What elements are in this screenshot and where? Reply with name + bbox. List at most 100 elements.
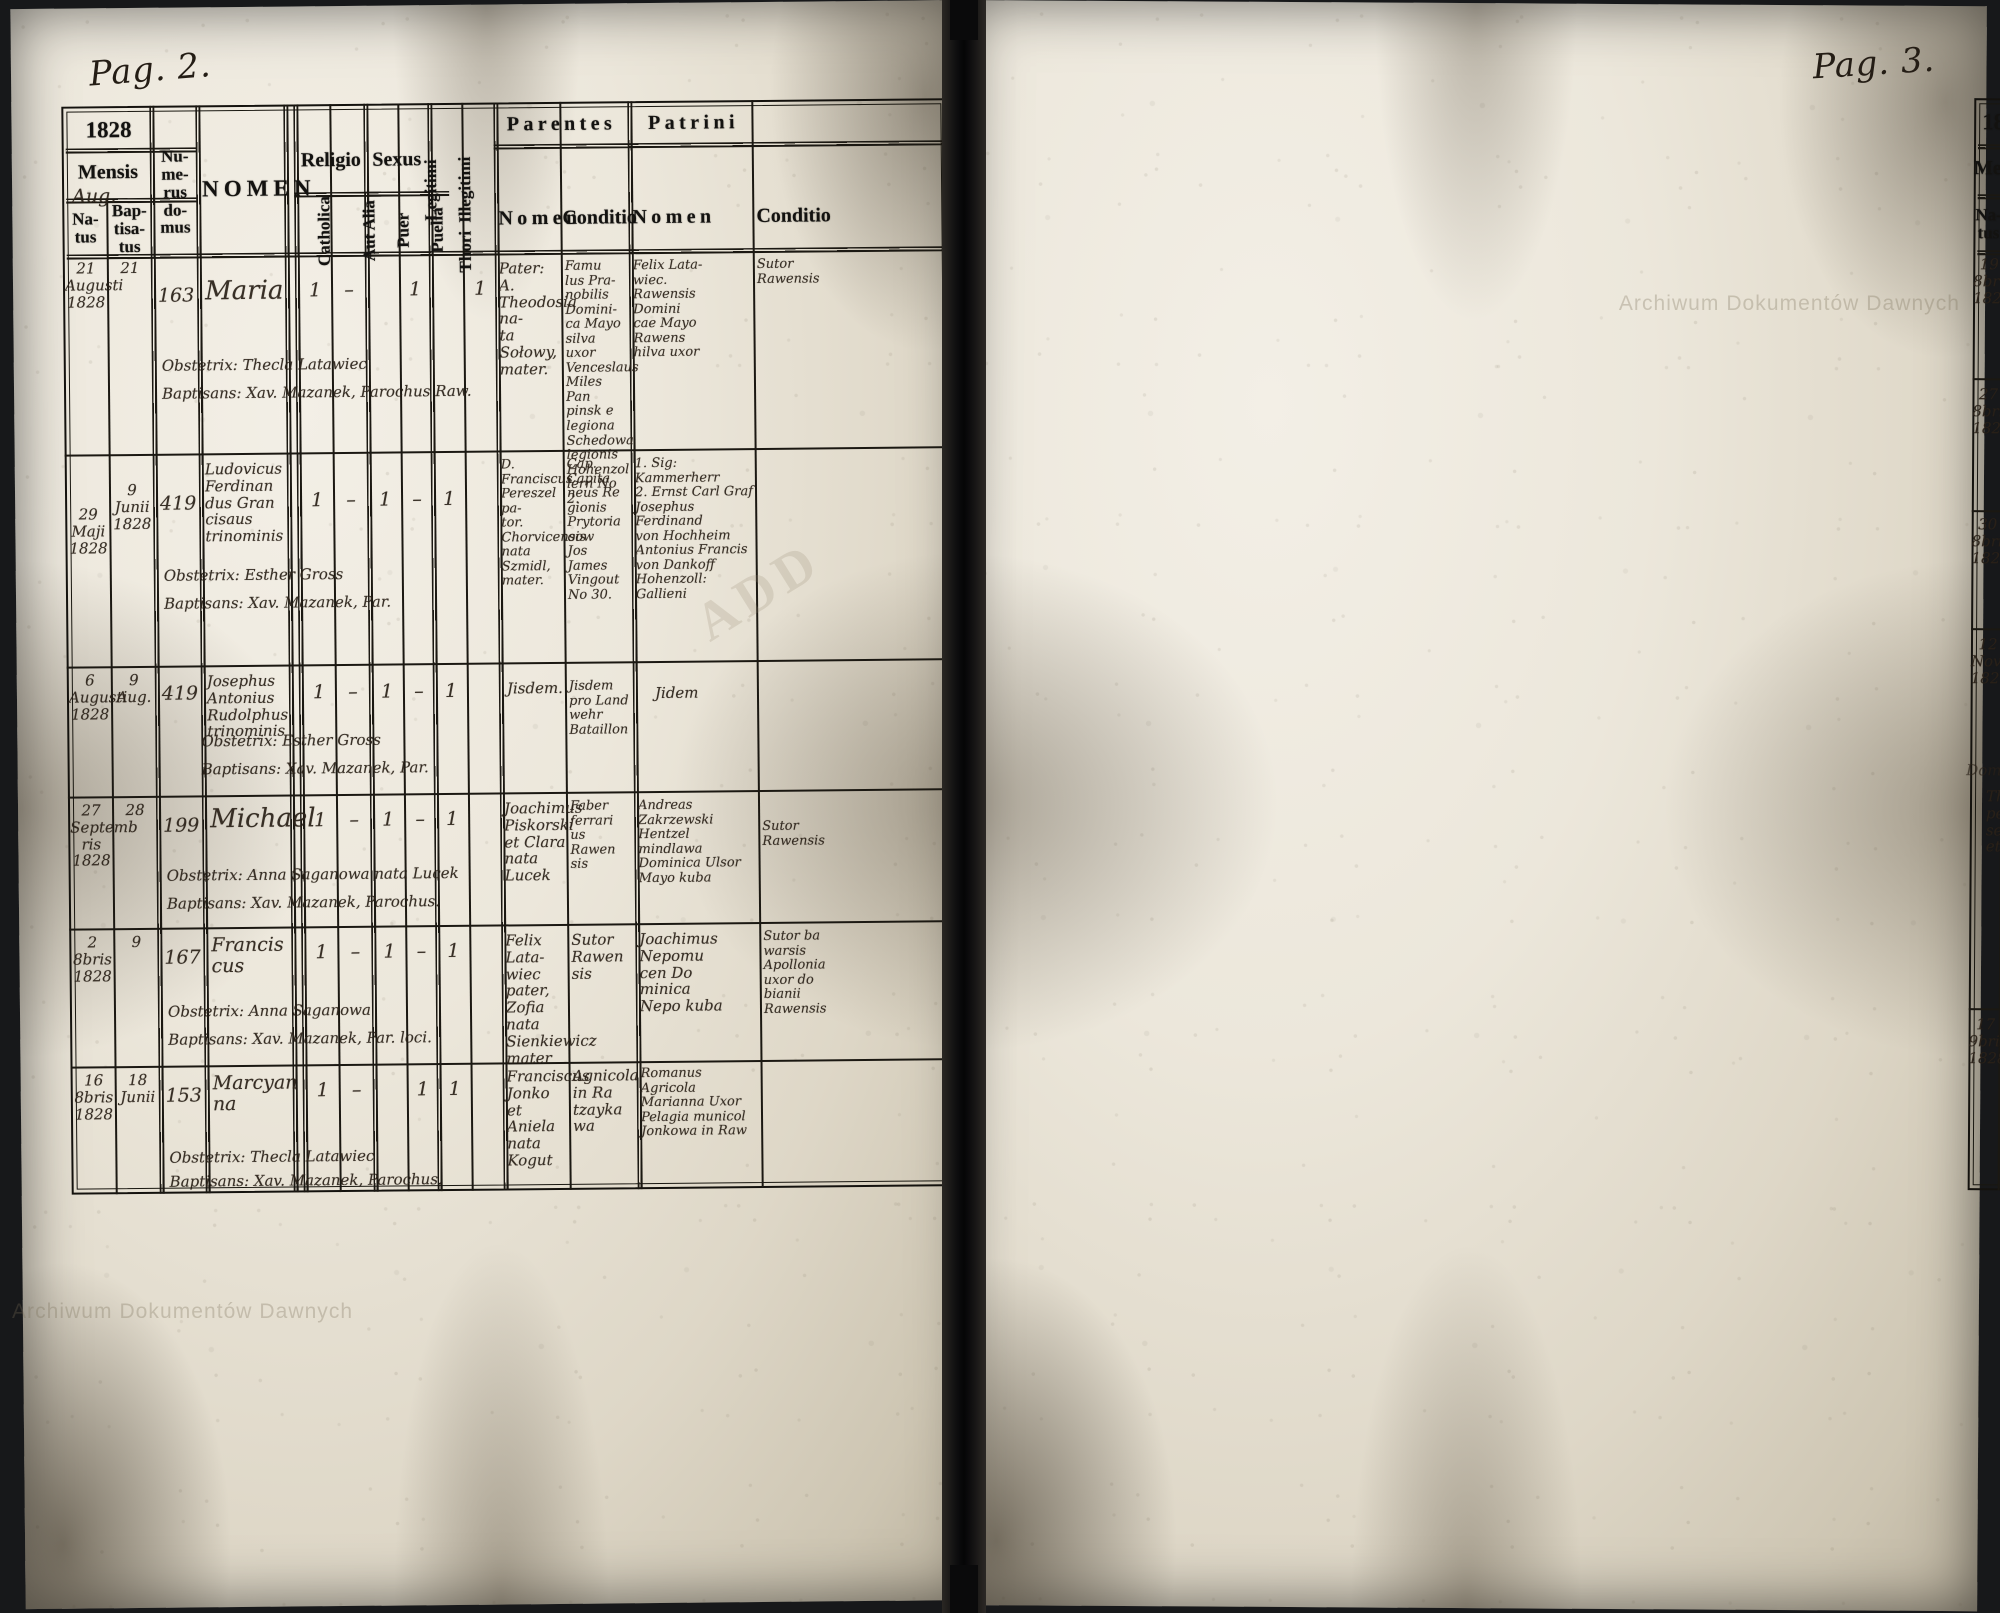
entry-baptisans: Baptisans: Xav. Mazanek, Par. loci. <box>168 1028 432 1049</box>
entry-patrini-nomen: Jidem <box>654 683 699 703</box>
entry-margin-note: Dominik <box>1966 761 2000 780</box>
entry-patrini-nomen: Romanus Agricola Marianna Uxor Pelagia m… <box>640 1065 748 1140</box>
entry-parentes-nomen: Franciscus Jonko et Aniela nata Kogut <box>506 1066 590 1170</box>
entry-obstetrix: Obstetrix: Esther Gross <box>201 730 381 751</box>
entry-baptisatus: 9 <box>131 932 142 952</box>
entry-name: Francis cus <box>211 933 284 978</box>
entry-baptisans: Baptisans: Xav. Mazanek, Parochus. <box>169 1170 443 1191</box>
page-number-left: Pag. 2. <box>87 45 213 95</box>
entry-puella: 1 <box>408 278 422 301</box>
entry-declaration-note: Thomas Siekorski, honestus panoksa pediv… <box>1985 787 2000 856</box>
legitimi-label: Legitimi <box>420 159 441 221</box>
entry-puer: 1 <box>378 488 392 511</box>
left-page-leaf: Pag. 2. <box>10 0 978 1610</box>
entry-natus: 19 8bris 1828 <box>1973 255 2000 308</box>
natus-label: Na- tus <box>1975 205 2000 243</box>
year-heading: 1828 <box>1982 109 2000 135</box>
entry-puer: 1 <box>380 680 394 703</box>
entry-name: Marcyan na <box>212 1071 298 1116</box>
entry-domus: 419 <box>159 492 197 515</box>
entry-natus: 30 8bris 1828 <box>1971 515 2000 568</box>
entry-parentes-nomen: Joachimus Piskorski et Clara nata Lucek <box>503 798 583 885</box>
entry-baptisatus: 9 Junii 1828 <box>113 480 152 533</box>
entry-illegitimi: 1 <box>473 277 487 300</box>
entry-catholica: 1 <box>310 489 324 512</box>
entry-catholica: 1 <box>315 941 328 964</box>
entry-natus: 16 8bris 1828 <box>74 1071 114 1124</box>
entry-name: Maria <box>204 275 284 307</box>
baptisatus-label: Bap- tisa- tus <box>111 200 147 256</box>
entry-natus: 27 8bris 1828 <box>1972 385 2000 438</box>
entry-patrini-nomen: Felix Lata- wiec. Rawensis Domini cae Ma… <box>632 257 703 361</box>
entry-legitimi: 1 <box>447 939 460 963</box>
entry-natus: 27 Septemb ris 1828 <box>70 801 138 871</box>
entry-catholica: 1 <box>314 809 327 832</box>
catholica-label: Catholica <box>314 196 334 267</box>
entry-obstetrix: Obstetrix: Thecla Latawiec <box>161 354 367 375</box>
entry-parentes-conditio: Faber ferrari us Rawen sis <box>569 798 616 873</box>
entry-domus: 153 <box>165 1084 203 1107</box>
entry-puella: – <box>412 488 422 511</box>
entry-baptisatus: 18 Junii <box>120 1070 156 1106</box>
year-heading: 1828 <box>85 117 132 143</box>
entry-obstetrix: Obstetrix: Thecla Latawiec <box>169 1146 375 1167</box>
patrini-nomen-label: Nomen <box>632 205 716 229</box>
natus-label: Na- tus <box>72 209 99 247</box>
book-gutter <box>942 0 986 1613</box>
entry-obstetrix: Obstetrix: Esther Gross <box>163 565 344 585</box>
entry-legitimi: 1 <box>448 1077 461 1101</box>
archive-watermark: Archiwum Dokumentów Dawnych <box>1618 292 1960 315</box>
numerus-domus-label: Nu- me- rus do- mus <box>160 146 191 238</box>
entry-parentes-conditio: Agnicola in Ra tzayka wa <box>572 1066 639 1136</box>
entry-name: Josephus Antonius Rudolphus trinominis <box>206 671 289 741</box>
entry-parentes-nomen: D. Franciscus Pereszel pa- tor. Chorvice… <box>500 457 587 589</box>
entry-patrini-conditio: Sutor Rawensis <box>756 256 820 287</box>
entry-domus: 163 <box>157 284 195 307</box>
entry-patrini-nomen: Andreas Zakrzewski Hentzel mindlawa Domi… <box>637 797 741 886</box>
entry-baptisans: Baptisans: Xav. Mazanek, Par. <box>201 758 429 779</box>
entry-patrini-nomen: Joachimus Nepomu cen Do minica Nepo kuba <box>639 929 723 1016</box>
entry-aut-alia: – <box>348 680 358 703</box>
right-page-leaf: Pag. 3. 18 <box>955 0 2000 1612</box>
sexus-label: Sexus <box>372 148 422 171</box>
entry-name: Michael <box>210 803 316 835</box>
entry-natus: 12 Novembris 1828 <box>1970 635 2000 687</box>
entry-legitimi: 1 <box>442 487 456 511</box>
entry-aut-alia: – <box>349 808 360 831</box>
patrini-conditio-label: Conditio <box>756 204 831 228</box>
entry-puer: 1 <box>382 808 395 831</box>
mensis-label: Mensis <box>77 160 139 184</box>
entry-baptisans: Baptisans: Xav. Mazanek, Parochus Raw. <box>161 381 472 403</box>
patrini-label: Patrini <box>647 111 739 135</box>
binding-clip-bottom <box>950 1565 978 1613</box>
puer-label: Puer <box>393 212 413 248</box>
entry-natus: 21 Augusti 1828 <box>64 259 124 312</box>
entry-parentes-nomen: Felix Lata- wiec pater, Zofia nata Sienk… <box>505 931 597 1068</box>
entry-natus: 29 Maji 1828 <box>69 505 108 558</box>
paper-texture-right <box>955 0 1987 1612</box>
entry-aut-alia: – <box>350 940 361 963</box>
binding-clip-top <box>950 0 978 40</box>
entry-aut-alia: – <box>344 278 354 301</box>
entry-puella: 1 <box>416 1078 429 1101</box>
entry-parentes-conditio: Jisdem pro Land wehr Bataillon <box>568 678 629 738</box>
entry-baptisans: Baptisans: Xav. Mazanek, Parochus. <box>166 892 441 913</box>
aut-alia-label: Aut Alia <box>359 200 379 262</box>
page-number-right: Pag. 3. <box>1811 39 1936 88</box>
entry-puella: – <box>416 940 427 963</box>
entry-aut-alia: – <box>346 488 356 511</box>
parentes-nomen-label: Nomen <box>498 206 582 230</box>
entry-parentes-nomen: Jisdem. <box>506 678 563 698</box>
entry-catholica: 1 <box>312 681 326 704</box>
entry-domus: 167 <box>164 946 201 969</box>
entry-legitimi: 1 <box>446 807 459 831</box>
entry-domus: 199 <box>162 814 200 837</box>
entry-obstetrix: Obstetrix: Anna Saganowa <box>167 1000 371 1021</box>
entry-parentes-conditio: Cap. Capita neus Re gionis Prytoria oow … <box>566 456 621 603</box>
entry-catholica: 1 <box>308 279 322 302</box>
entry-parentes-conditio: Sutor Rawen sis <box>571 930 624 983</box>
left-page-table: 1828 Mensis Aug. Na- tus Bap- tisa- tus … <box>61 98 957 1195</box>
entry-catholica: 1 <box>316 1079 329 1102</box>
religio-label: Religio <box>300 148 361 172</box>
